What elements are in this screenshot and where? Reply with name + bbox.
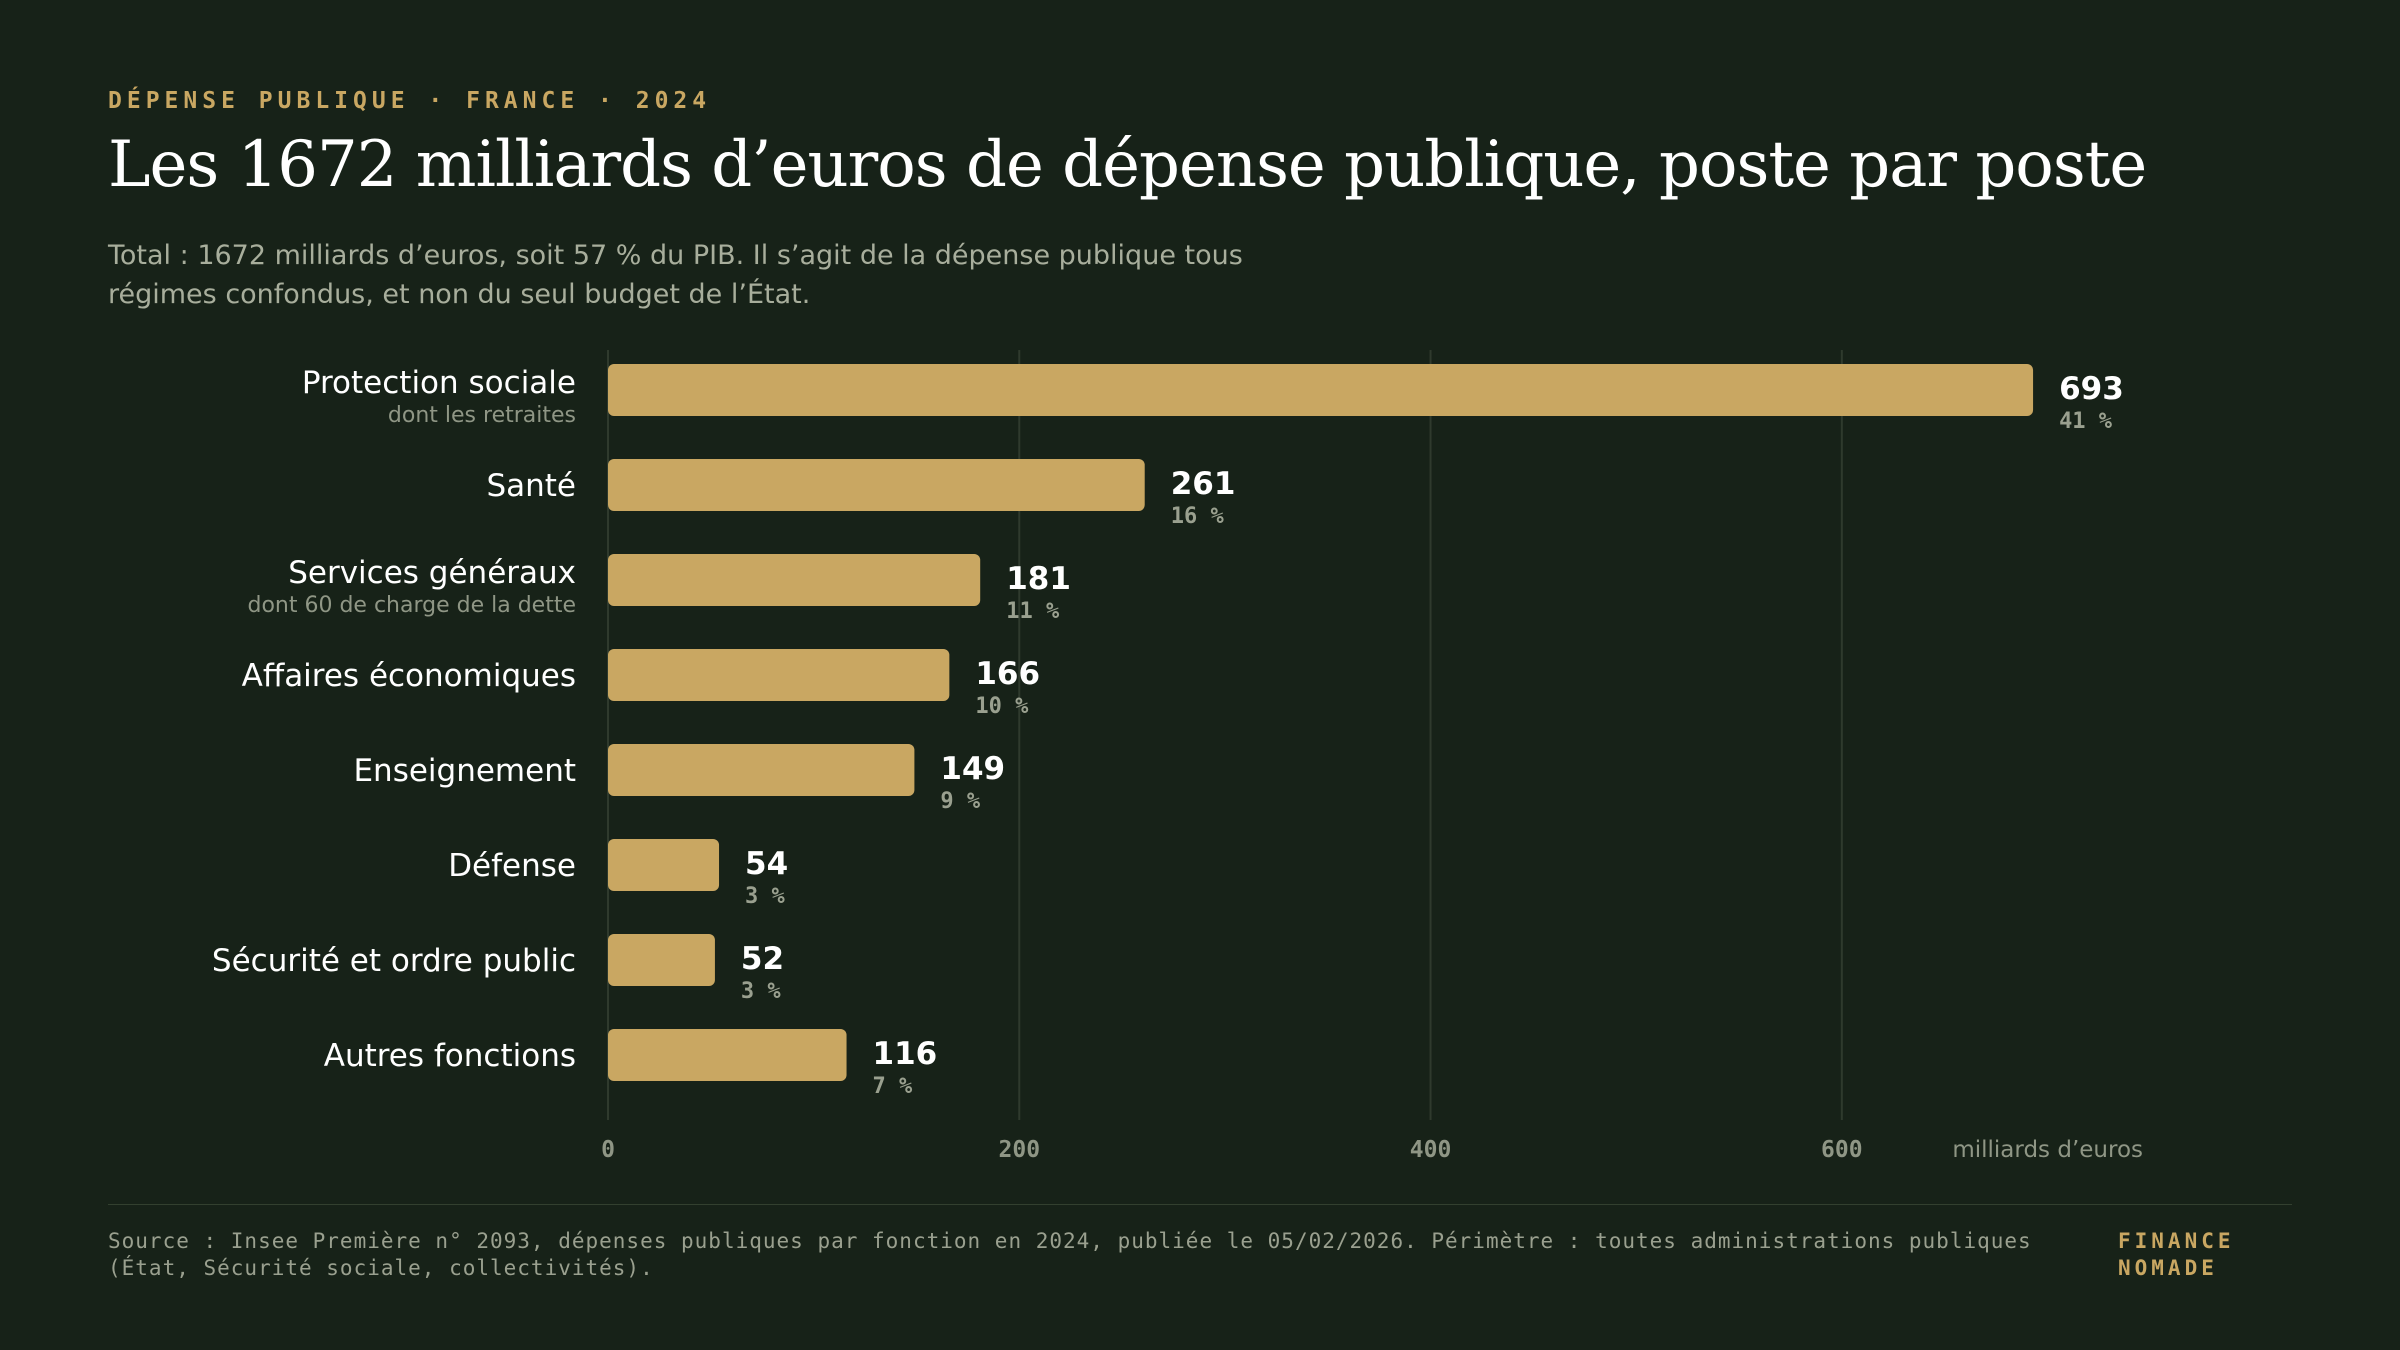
category-label: Protection sociale bbox=[302, 365, 576, 401]
bar bbox=[608, 744, 915, 796]
value-label: 116 bbox=[873, 1036, 938, 1072]
category-label: Défense bbox=[448, 848, 576, 884]
x-axis-label: milliards d’euros bbox=[1952, 1137, 2143, 1163]
category-label: Autres fonctions bbox=[324, 1038, 576, 1074]
share-label: 9 % bbox=[940, 789, 980, 814]
footer-divider bbox=[108, 1204, 2292, 1205]
page-title: Les 1672 milliards d’euros de dépense pu… bbox=[108, 128, 2147, 202]
brand-line-1: FINANCE bbox=[2118, 1229, 2235, 1253]
subtitle: Total : 1672 milliards d’euros, soit 57 … bbox=[108, 240, 1243, 310]
category-label: Santé bbox=[486, 468, 576, 504]
bar bbox=[608, 839, 720, 891]
bar bbox=[608, 554, 981, 606]
share-label: 10 % bbox=[975, 694, 1029, 719]
bar bbox=[608, 1029, 847, 1081]
x-tick-label: 200 bbox=[999, 1137, 1041, 1163]
value-label: 54 bbox=[745, 846, 788, 882]
x-tick-label: 600 bbox=[1821, 1137, 1863, 1163]
x-tick-label: 0 bbox=[601, 1137, 615, 1163]
category-sublabel: dont les retraites bbox=[388, 403, 576, 428]
bar bbox=[608, 459, 1145, 511]
share-label: 16 % bbox=[1171, 504, 1225, 529]
value-label: 261 bbox=[1171, 466, 1236, 502]
share-label: 7 % bbox=[873, 1074, 913, 1099]
share-label: 11 % bbox=[1006, 599, 1060, 624]
kicker: DÉPENSE PUBLIQUE · FRANCE · 2024 bbox=[108, 88, 712, 114]
category-sublabel: dont 60 de charge de la dette bbox=[247, 593, 576, 618]
value-label: 181 bbox=[1006, 561, 1071, 597]
bar bbox=[608, 934, 715, 986]
share-label: 41 % bbox=[2059, 409, 2113, 434]
value-label: 166 bbox=[975, 656, 1040, 692]
bar bbox=[608, 649, 950, 701]
source-note: Source : Insee Première n° 2093, dépense… bbox=[108, 1229, 2032, 1280]
value-label: 693 bbox=[2059, 371, 2124, 407]
category-label: Services généraux bbox=[288, 555, 576, 591]
x-tick-label: 400 bbox=[1410, 1137, 1452, 1163]
category-label: Sécurité et ordre public bbox=[212, 943, 576, 979]
category-label: Enseignement bbox=[353, 753, 576, 789]
share-label: 3 % bbox=[745, 884, 785, 909]
value-label: 52 bbox=[741, 941, 784, 977]
category-label: Affaires économiques bbox=[242, 658, 576, 694]
brand-line-2: NOMADE bbox=[2118, 1256, 2218, 1280]
bar bbox=[608, 364, 2034, 416]
value-label: 149 bbox=[940, 751, 1005, 787]
brand-logo: FINANCE NOMADE bbox=[2118, 1228, 2268, 1282]
share-label: 3 % bbox=[741, 979, 781, 1004]
